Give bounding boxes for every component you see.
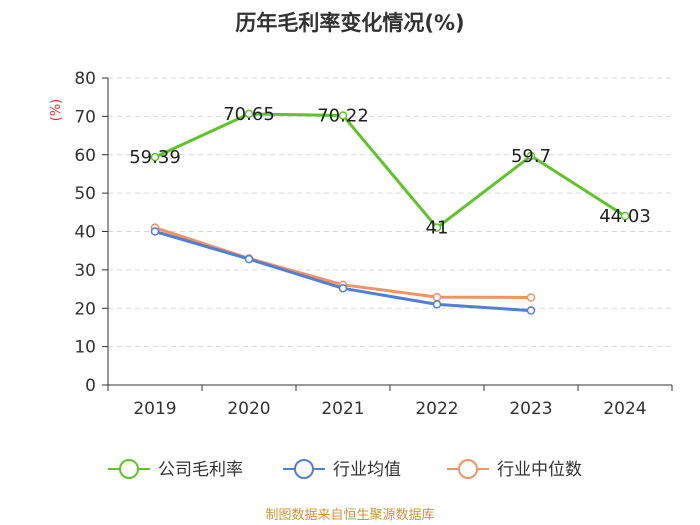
point-1-2023 <box>526 306 536 315</box>
y-tick-label-10: 10 <box>74 338 96 358</box>
series-line-0 <box>154 112 626 230</box>
point-2-2022 <box>432 292 442 302</box>
data-label-2020: 70.65 <box>223 104 275 125</box>
data-label-2021: 70.22 <box>317 106 369 127</box>
point-2-2023 <box>526 293 536 302</box>
y-tick-label-40: 40 <box>74 223 96 243</box>
data-label-2024: 44.03 <box>599 206 651 227</box>
x-tick-label-2022: 2022 <box>415 399 458 419</box>
series-group: 59.39 70.65 70.22 41 59.7 44.03 <box>129 104 651 315</box>
y-tick-label-30: 30 <box>74 261 96 281</box>
legend-label-0: 公司毛利率 <box>158 460 243 480</box>
point-0-2020 <box>244 109 254 119</box>
legend-marker-0 <box>119 459 139 479</box>
x-tick-label-2021: 2021 <box>321 399 364 419</box>
y-tick-label-50: 50 <box>74 184 96 204</box>
point-0-2023 <box>526 151 536 161</box>
chart-title: 历年毛利率变化情况(%) <box>235 11 464 35</box>
data-label-2023: 59.7 <box>511 146 551 167</box>
legend-label-1: 行业均值 <box>333 460 401 480</box>
point-1-2022 <box>432 300 442 309</box>
x-tick-label-2023: 2023 <box>509 399 552 419</box>
data-label-2022: 41 <box>426 218 449 239</box>
y-tick-label-80: 80 <box>74 69 96 89</box>
data-label-2019: 59.39 <box>129 147 181 168</box>
y-tick-label-70: 70 <box>74 107 96 127</box>
x-tick-label-2024: 2024 <box>603 399 646 419</box>
y-tick-label-0: 0 <box>85 376 96 396</box>
point-0-2024 <box>620 211 630 221</box>
legend: 公司毛利率 行业均值 行业中位数 <box>108 459 582 480</box>
x-tick-label-2019: 2019 <box>133 399 176 419</box>
point-1-2019 <box>150 227 160 236</box>
axes: 0 10 20 30 40 50 60 70 80 2019 2020 2021 2022 2023 202… <box>74 69 673 419</box>
y-axis-label: (%) <box>49 99 64 122</box>
x-tick-label-2020: 2020 <box>227 399 270 419</box>
point-1-2021 <box>338 284 348 293</box>
point-0-2019 <box>150 152 160 162</box>
y-tick-label-60: 60 <box>74 146 96 166</box>
point-0-2022 <box>432 223 442 232</box>
legend-marker-1 <box>294 459 314 479</box>
point-0-2021 <box>338 111 348 120</box>
legend-label-2: 行业中位数 <box>497 460 582 480</box>
legend-marker-2 <box>458 459 478 479</box>
point-1-2020 <box>244 254 254 264</box>
grid-lines <box>108 77 672 348</box>
source-note: 制图数据来自恒生聚源数据库 <box>265 507 434 523</box>
y-tick-label-20: 20 <box>74 299 96 319</box>
